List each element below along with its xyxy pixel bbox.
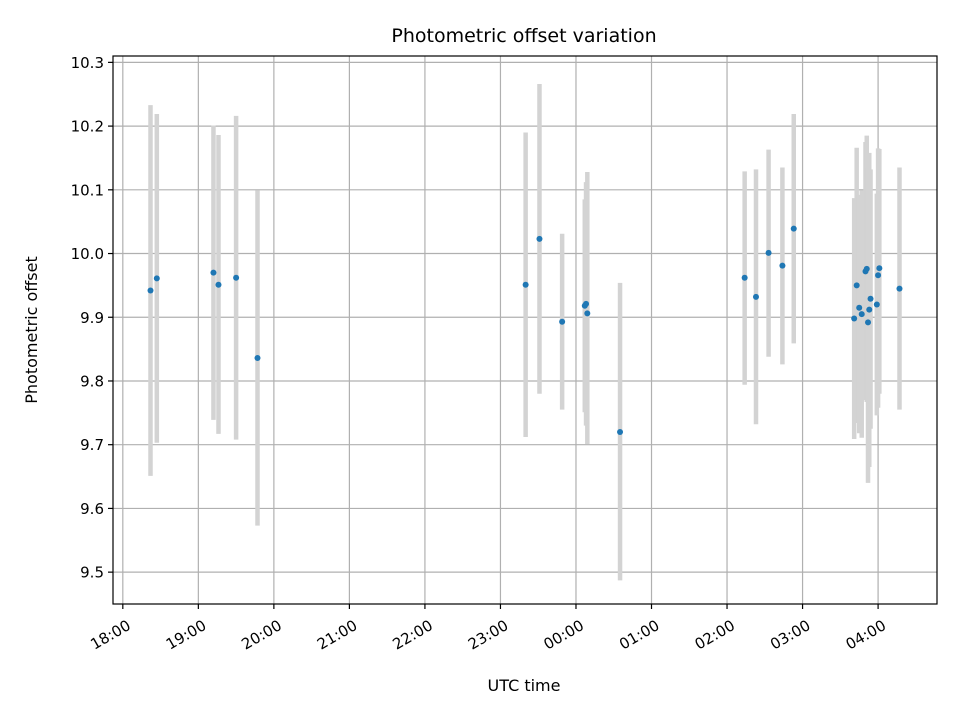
y-tick-label: 9.8 (80, 372, 104, 390)
y-tick-label: 9.5 (80, 564, 104, 582)
data-point (863, 265, 870, 272)
y-axis-ticks: 9.5 9.6 9.7 9.8 9.9 10.0 10.1 10.2 10.3 (71, 54, 113, 582)
data-point (790, 225, 797, 232)
data-point (867, 295, 874, 302)
data-points (147, 225, 903, 435)
data-point (559, 318, 566, 325)
data-point (875, 272, 882, 279)
data-point (254, 355, 261, 362)
data-point (765, 249, 772, 256)
chart-title: Photometric offset variation (391, 25, 656, 47)
data-point (752, 293, 759, 300)
data-point (617, 428, 624, 435)
y-tick-label: 9.7 (80, 436, 104, 454)
data-point (858, 311, 865, 318)
data-point (896, 285, 903, 292)
data-point (153, 275, 160, 282)
plot-frame (112, 55, 938, 605)
data-point (779, 262, 786, 269)
y-tick-label: 9.6 (80, 500, 104, 518)
data-point (876, 265, 883, 272)
y-tick-label: 10.3 (71, 54, 104, 72)
y-tick-label: 10.0 (71, 245, 104, 263)
y-tick-label: 10.2 (71, 118, 104, 136)
y-tick-label: 10.1 (71, 181, 104, 199)
data-point (853, 282, 860, 289)
data-point (741, 274, 748, 281)
data-point (856, 304, 863, 311)
data-point (215, 281, 222, 288)
data-point (865, 319, 872, 326)
y-axis-label: Photometric offset (22, 256, 41, 404)
data-point (147, 287, 154, 294)
data-point (851, 315, 858, 322)
data-point (536, 235, 543, 242)
data-point (584, 310, 591, 317)
data-point (583, 300, 590, 307)
data-point (522, 281, 529, 288)
data-point (233, 274, 240, 281)
data-point (873, 301, 880, 308)
data-point (866, 306, 873, 313)
y-tick-label: 9.9 (80, 309, 104, 327)
data-point (210, 269, 217, 276)
x-axis-label: UTC time (488, 676, 561, 695)
